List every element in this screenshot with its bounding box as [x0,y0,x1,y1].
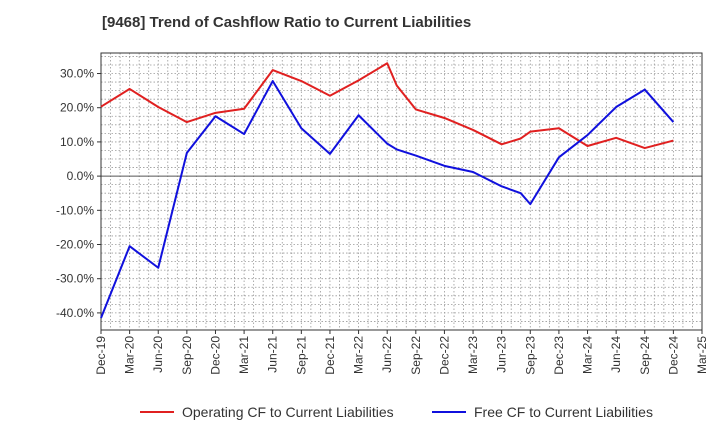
y-tick-label: 0.0% [67,169,95,183]
x-tick-label: Sep-24 [638,336,652,375]
x-tick-label: Jun-22 [380,336,394,373]
legend-item-free-cf: Free CF to Current Liabilities [432,404,653,420]
x-tick-label: Sep-23 [523,336,537,375]
x-tick-labels: Dec-19 Mar-20 Jun-20 Sep-20 Dec-20 Mar-21 Jun-… [94,330,709,375]
x-tick-label: Sep-22 [409,336,423,375]
x-tick-label: Dec-23 [552,336,566,375]
y-tick-label: 20.0% [60,101,94,115]
x-tick-label: Jun-24 [609,336,623,373]
legend-item-operating-cf: Operating CF to Current Liabilities [140,404,394,420]
x-tick-label: Mar-23 [466,336,480,374]
series-line-free-cf [100,80,675,319]
x-tick-label: Mar-21 [237,336,251,374]
x-tick-label: Dec-21 [323,336,337,375]
x-tick-label: Mar-24 [581,336,595,374]
y-tick-label: 10.0% [60,135,94,149]
y-tick-label: -40.0% [56,306,94,320]
plot-area-border [100,52,703,331]
x-tick-label: Dec-20 [208,336,222,375]
vertical-gridlines [110,53,693,330]
x-tick-label: Dec-19 [94,336,108,375]
y-tick-labels: 30.0% 20.0% 10.0% 0.0% -10.0% -20.0% -30.0% -40… [56,67,101,320]
series-lines [100,62,675,319]
x-tick-label: Sep-20 [180,336,194,375]
legend-label-free-cf: Free CF to Current Liabilities [474,404,653,420]
legend-swatch-free-cf [432,411,466,413]
legend-swatch-operating-cf [140,411,174,413]
plot-frame [100,52,703,331]
x-tick-label: Jun-21 [266,336,280,373]
horizontal-gridlines [101,56,702,331]
y-tick-label: -30.0% [56,272,94,286]
x-tick-label: Mar-22 [352,336,366,374]
legend-label-operating-cf: Operating CF to Current Liabilities [182,404,394,420]
series-line-operating-cf [100,62,674,150]
x-tick-label: Sep-21 [294,336,308,375]
x-tick-label: Dec-22 [437,336,451,375]
chart-title: [9468] Trend of Cashflow Ratio to Curren… [102,14,472,31]
x-tick-label: Mar-20 [123,336,137,374]
y-tick-label: 30.0% [60,67,94,81]
x-tick-label: Mar-25 [695,336,709,374]
y-tick-label: -20.0% [56,238,94,252]
x-tick-label: Jun-23 [495,336,509,373]
x-tick-label: Jun-20 [151,336,165,373]
y-tick-label: -10.0% [56,203,94,217]
x-tick-label: Dec-24 [666,336,680,375]
